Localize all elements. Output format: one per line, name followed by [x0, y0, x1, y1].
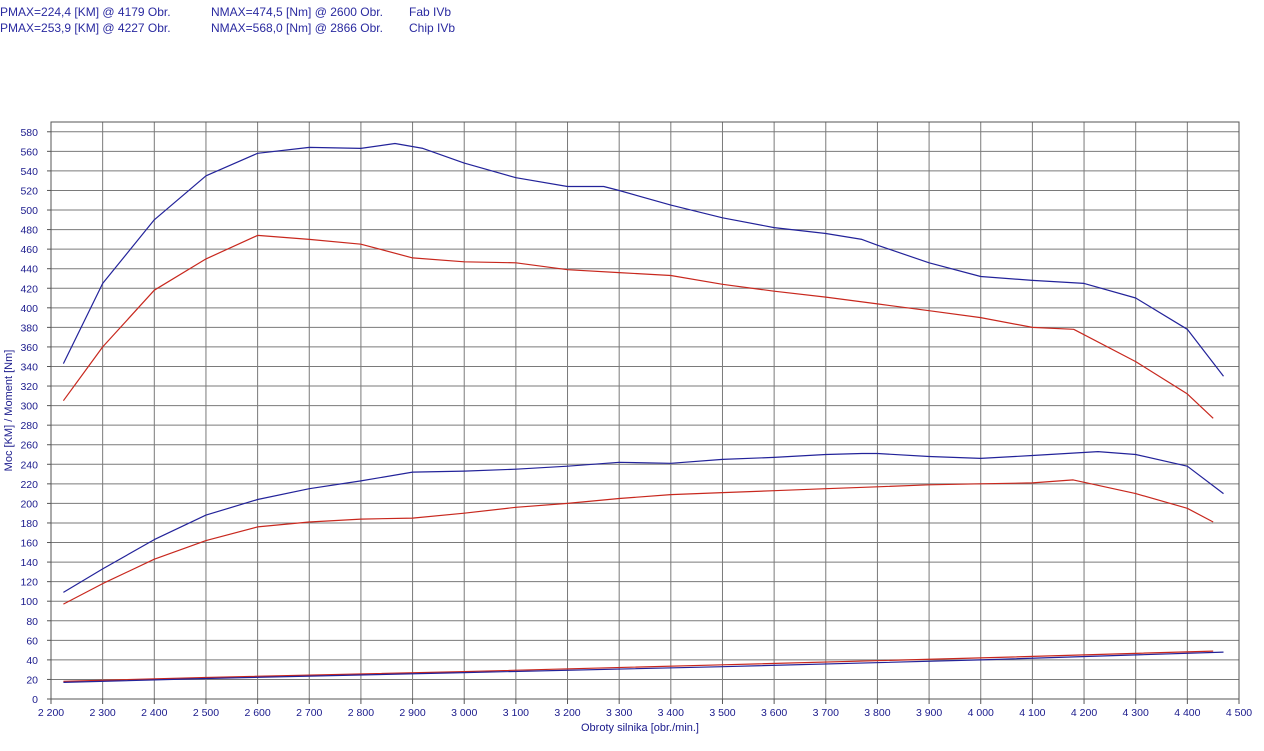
x-tick-3800: 3 800 — [864, 707, 890, 719]
x-axis-label: Obroty silnika [obr./min.] — [581, 722, 699, 734]
series-lines — [62, 142, 1224, 683]
x-tick-3400: 3 400 — [658, 707, 684, 719]
y-tick-180: 180 — [20, 518, 38, 530]
x-tick-2300: 2 300 — [90, 707, 116, 719]
plot-frame — [50, 121, 1240, 700]
y-tick-220: 220 — [20, 479, 38, 491]
x-tick-4300: 4 300 — [1123, 707, 1149, 719]
y-tick-340: 340 — [20, 361, 38, 373]
label-chip: Chip IVb — [409, 21, 456, 35]
y-tick-labels: 0 20 40 60 80 100 120 140 160 180 200 220 240 260 280 3… — [20, 127, 38, 706]
x-tick-2800: 2 800 — [348, 707, 374, 719]
x-tick-3700: 3 700 — [813, 707, 839, 719]
x-tick-3300: 3 300 — [606, 707, 632, 719]
x-tick-2600: 2 600 — [244, 707, 270, 719]
x-tick-3200: 3 200 — [554, 707, 580, 719]
nmax-chip: NMAX=568,0 [Nm] @ 2866 Obr. — [211, 21, 383, 35]
series-power-fab-ivb — [63, 479, 1214, 605]
x-tick-3600: 3 600 — [761, 707, 787, 719]
series-torque-fab-ivb — [62, 234, 1214, 419]
y-tick-320: 320 — [20, 381, 38, 393]
y-tick-120: 120 — [20, 577, 38, 589]
label-fab: Fab IVb — [409, 5, 452, 19]
y-tick-360: 360 — [20, 342, 38, 354]
x-tick-3500: 3 500 — [709, 707, 735, 719]
y-tick-200: 200 — [20, 498, 38, 510]
series-loss-chip-ivb — [63, 651, 1224, 683]
x-tick-4400: 4 400 — [1174, 707, 1200, 719]
x-tick-2400: 2 400 — [141, 707, 167, 719]
y-tick-300: 300 — [20, 401, 38, 413]
x-tick-2200: 2 200 — [38, 707, 64, 719]
x-tick-2900: 2 900 — [399, 707, 425, 719]
x-tick-3900: 3 900 — [916, 707, 942, 719]
y-tick-20: 20 — [26, 674, 38, 686]
series-torque-chip-ivb — [62, 142, 1224, 377]
y-tick-60: 60 — [26, 635, 38, 647]
y-tick-0: 0 — [32, 694, 38, 706]
pmax-fab: PMAX=224,4 [KM] @ 4179 Obr. — [0, 5, 171, 19]
pmax-chip: PMAX=253,9 [KM] @ 4227 Obr. — [0, 21, 171, 35]
grid — [47, 122, 1240, 704]
x-tick-labels: 2 200 2 300 2 400 2 500 2 600 2 700 2 800 2 900… — [38, 707, 1252, 719]
x-tick-3000: 3 000 — [451, 707, 477, 719]
y-tick-260: 260 — [20, 440, 38, 452]
y-tick-140: 140 — [20, 557, 38, 569]
y-tick-460: 460 — [20, 244, 38, 256]
y-tick-440: 440 — [20, 264, 38, 276]
y-tick-280: 280 — [20, 420, 38, 432]
y-tick-560: 560 — [20, 146, 38, 158]
y-tick-160: 160 — [20, 538, 38, 550]
x-tick-2500: 2 500 — [193, 707, 219, 719]
y-tick-240: 240 — [20, 459, 38, 471]
y-tick-500: 500 — [20, 205, 38, 217]
y-axis-label: Moc [KM] / Moment [Nm] — [3, 350, 15, 472]
nmax-fab: NMAX=474,5 [Nm] @ 2600 Obr. — [211, 5, 383, 19]
y-tick-540: 540 — [20, 166, 38, 178]
y-tick-480: 480 — [20, 225, 38, 237]
x-tick-4200: 4 200 — [1071, 707, 1097, 719]
x-tick-4000: 4 000 — [968, 707, 994, 719]
y-tick-380: 380 — [20, 322, 38, 334]
y-tick-420: 420 — [20, 283, 38, 295]
x-tick-2700: 2 700 — [296, 707, 322, 719]
y-tick-80: 80 — [26, 616, 38, 628]
series-loss-fab-ivb — [63, 650, 1214, 682]
x-tick-3100: 3 100 — [503, 707, 529, 719]
y-tick-580: 580 — [20, 127, 38, 139]
y-tick-100: 100 — [20, 596, 38, 608]
x-tick-4100: 4 100 — [1019, 707, 1045, 719]
y-tick-400: 400 — [20, 303, 38, 315]
series-power-chip-ivb — [63, 451, 1224, 593]
y-tick-520: 520 — [20, 185, 38, 197]
x-tick-4500: 4 500 — [1226, 707, 1252, 719]
y-tick-40: 40 — [26, 655, 38, 667]
